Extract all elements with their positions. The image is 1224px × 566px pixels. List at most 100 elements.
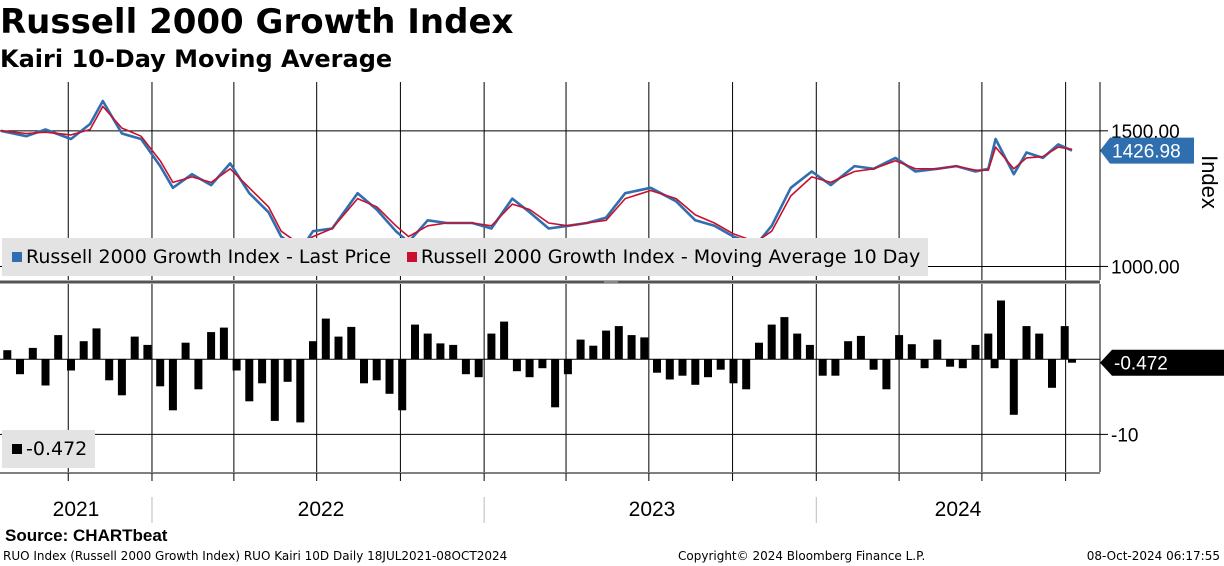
y-tick-label: 1500.00 [1111, 122, 1180, 143]
kairi-bar [156, 359, 165, 387]
last-price-tag-label: 1426.98 [1112, 142, 1181, 163]
legend-label-last-price: Russell 2000 Growth Index - Last Price [26, 246, 391, 268]
kairi-bar [219, 327, 228, 360]
kairi-bar [563, 359, 572, 375]
bottom-legend: -0.472 [2, 430, 96, 468]
kairi-bar [16, 359, 24, 375]
kairi-bar [933, 339, 942, 360]
kairi-bar [28, 347, 37, 360]
kairi-bar [576, 339, 585, 360]
chart-subtitle: Kairi 10-Day Moving Average [0, 45, 393, 73]
kairi-bar [920, 359, 929, 369]
chart-title: Russell 2000 Growth Index [0, 2, 514, 42]
kairi-bar [895, 335, 904, 360]
kairi-bar [423, 333, 432, 360]
kairi-bar [79, 341, 88, 360]
kairi-bar [105, 359, 114, 381]
kairi-bar [41, 359, 50, 386]
kairi-bar [309, 341, 317, 360]
x-label-2024: 2024 [934, 498, 982, 521]
kairi-bar [589, 345, 598, 360]
kairi-bar [181, 342, 190, 360]
kairi-bar [487, 333, 496, 360]
kairi-bar [194, 359, 203, 390]
kairi-bar [831, 359, 840, 376]
legend-item-kairi: -0.472 [12, 430, 87, 468]
x-label-2023: 2023 [628, 498, 676, 521]
kairi-bar [500, 321, 509, 360]
kairi-bar [334, 336, 343, 360]
kairi-bar [92, 328, 101, 360]
y-tick-label: -10 [1111, 425, 1138, 446]
kairi-bar [360, 359, 368, 384]
series-line-last-price [0, 99, 1073, 252]
kairi-bar [258, 359, 267, 384]
kairi-bar [474, 359, 483, 378]
legend-label-kairi: -0.472 [26, 438, 88, 460]
y-tick-label: 1000.00 [1111, 257, 1180, 278]
kairi-bar [678, 359, 687, 376]
kairi-bar [665, 359, 674, 380]
grid-lines [0, 82, 1100, 472]
footer-timestamp: 08-Oct-2024 06:17:55 [1086, 549, 1220, 563]
legend-item-last-price: Russell 2000 Growth Index - Last Price [12, 238, 391, 276]
kairi-bar [818, 359, 827, 376]
kairi-bar [207, 332, 216, 360]
kairi-bar [997, 300, 1005, 360]
kairi-bar [270, 359, 279, 421]
kairi-bar [1009, 359, 1018, 415]
source-label: Source: CHARTbeat [5, 526, 168, 545]
kairi-bar [907, 344, 916, 360]
kairi-bar [398, 359, 407, 411]
footer-copyright: Copyright© 2024 Bloomberg Finance L.P. [678, 549, 926, 563]
kairi-bar [143, 344, 152, 360]
kairi-bar [755, 342, 763, 360]
kairi-bar [525, 359, 534, 378]
legend-swatch-kairi [12, 444, 22, 454]
kairi-panel [3, 300, 1076, 423]
kairi-bar [117, 359, 126, 396]
last-price-tag [1100, 137, 1194, 164]
kairi-bar [461, 359, 470, 375]
series-line-moving-average [0, 105, 1073, 246]
kairi-bar [283, 359, 292, 382]
kairi-bar [614, 326, 623, 360]
kairi-bar [882, 359, 891, 390]
kairi-bar [869, 359, 878, 370]
kairi-bar [990, 359, 999, 369]
kairi-bar [856, 335, 865, 360]
footer-description: RUO Index (Russell 2000 Growth Index) RU… [3, 549, 508, 563]
kairi-bar [538, 359, 547, 369]
kairi-bar [602, 330, 611, 360]
kairi-bar [232, 359, 241, 371]
kairi-bar [946, 359, 955, 367]
price-panel [0, 99, 1073, 252]
kairi-bar [1022, 326, 1031, 360]
kairi-bar [67, 359, 75, 371]
legend-item-moving-average: Russell 2000 Growth Index - Moving Avera… [406, 238, 921, 276]
kairi-bar [411, 324, 419, 360]
last-kairi-tag [1100, 349, 1224, 376]
kairi-bar [1068, 359, 1076, 363]
kairi-bar [653, 359, 661, 373]
kairi-bar [3, 350, 12, 360]
kairi-bar [984, 333, 993, 360]
kairi-bar [742, 359, 751, 390]
kairi-bar [1048, 359, 1056, 388]
kairi-bar [729, 359, 738, 384]
x-label-2022: 2022 [297, 498, 345, 521]
kairi-bar [805, 344, 814, 360]
kairi-bar [130, 336, 139, 360]
kairi-bar [372, 359, 381, 381]
kairi-bar [54, 335, 63, 360]
kairi-bar [640, 337, 649, 360]
legend-label-moving-average: Russell 2000 Growth Index - Moving Avera… [420, 246, 921, 268]
kairi-bar [436, 343, 445, 360]
kairi-bar [551, 359, 560, 408]
kairi-bar [958, 359, 967, 369]
kairi-bar [168, 359, 177, 411]
kairi-bar [245, 359, 254, 402]
kairi-bar [780, 317, 789, 360]
